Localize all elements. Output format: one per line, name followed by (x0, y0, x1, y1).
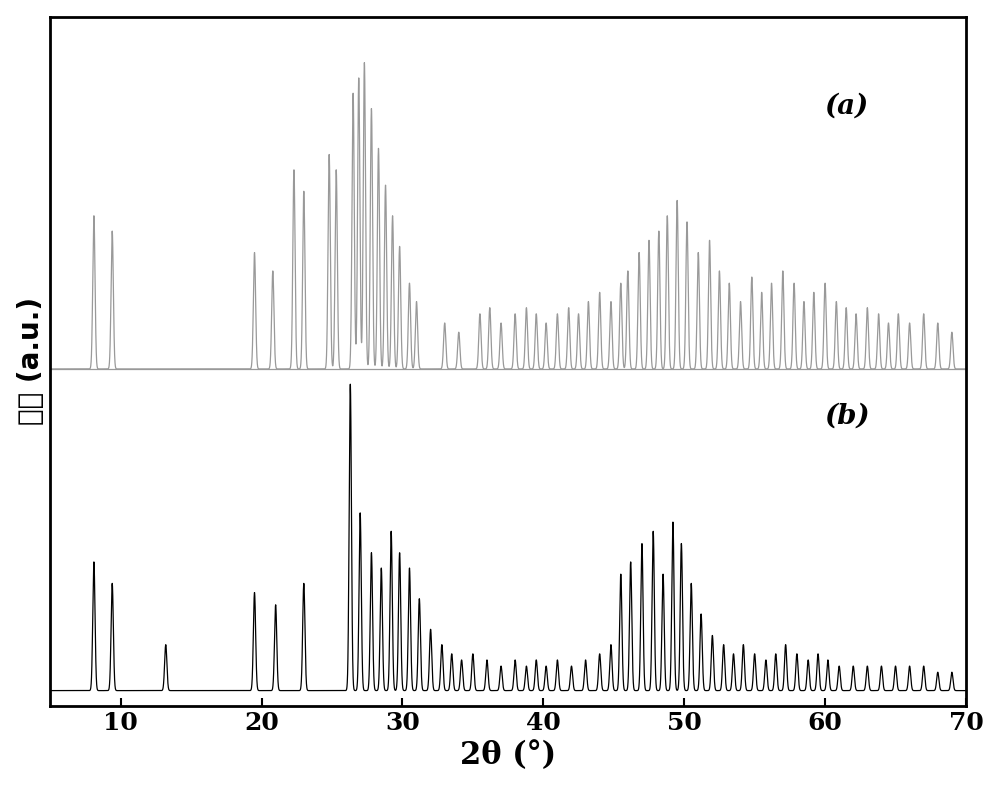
Text: (b): (b) (824, 403, 870, 430)
Text: (a): (a) (825, 93, 869, 120)
X-axis label: 2θ (°): 2θ (°) (460, 741, 556, 771)
Y-axis label: 强度 (a.u.): 强度 (a.u.) (17, 297, 45, 426)
